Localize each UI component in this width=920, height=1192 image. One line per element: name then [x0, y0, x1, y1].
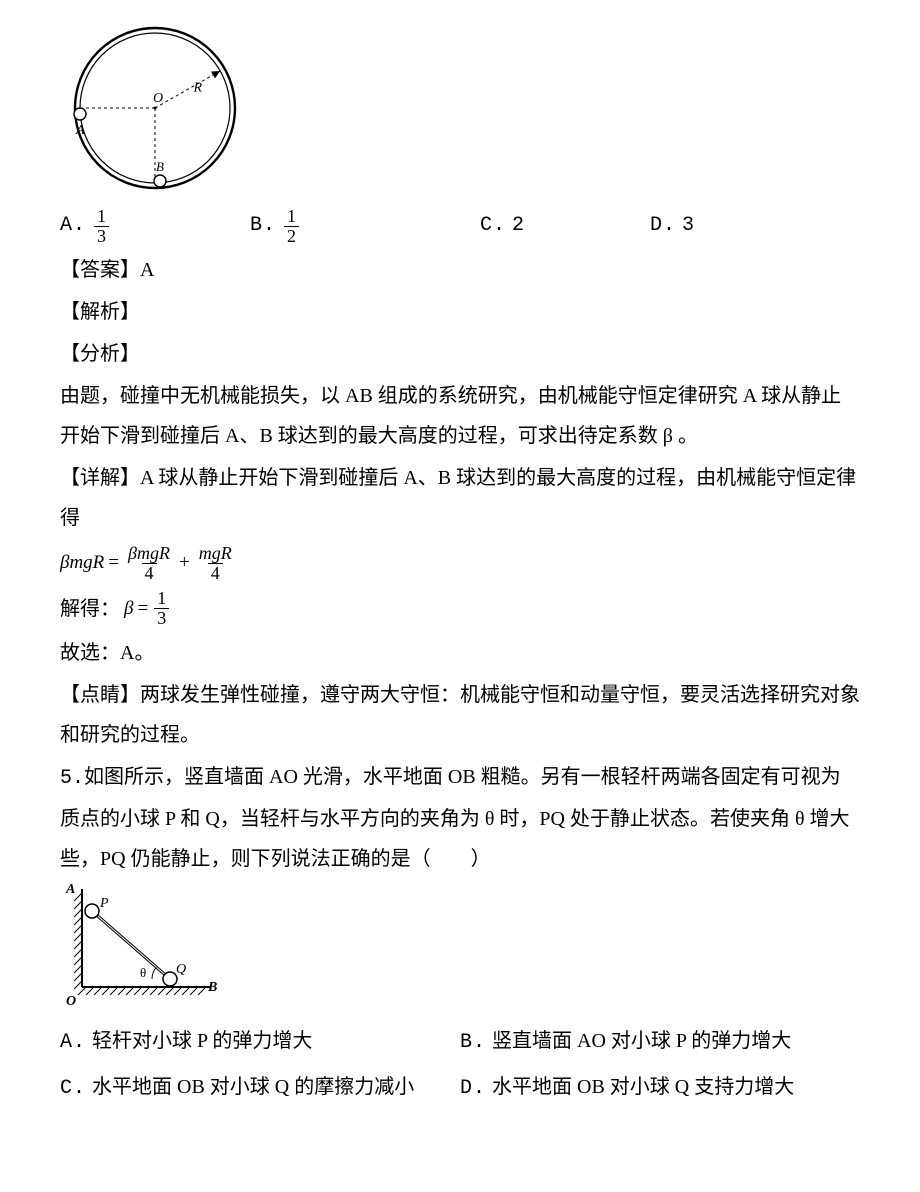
option-letter: C.	[60, 1077, 86, 1100]
eq-lhs: βmgR	[60, 544, 104, 582]
q4-option: A.13	[60, 206, 250, 246]
q5-stem: 5.如图所示，竖直墙面 AO 光滑，水平地面 OB 粗糙。另有一根轻杆两端各固定…	[60, 757, 860, 879]
svg-text:P: P	[99, 896, 109, 911]
q4-dianjing: 【点睛】两球发生弹性碰撞，遵守两大守恒：机械能守恒和动量守恒，要灵活选择研究对象…	[60, 675, 860, 755]
q5-option: D. 水平地面 OB 对小球 Q 支持力增大	[460, 1065, 860, 1111]
xiangjie-prefix: 【详解】	[60, 467, 140, 489]
q4-figure: O R A B	[60, 18, 860, 198]
solve-label: 解得：	[60, 589, 120, 629]
solve-den: 3	[154, 608, 169, 628]
option-fraction: 13	[94, 207, 109, 246]
svg-text:B: B	[156, 159, 164, 174]
eq-t2-num: mgR	[196, 544, 235, 563]
solve-lhs: β	[124, 590, 133, 628]
q4-equation: βmgR = βmgR 4 + mgR 4	[60, 544, 860, 583]
svg-text:B: B	[207, 980, 217, 995]
option-text: 竖直墙面 AO 对小球 P 的弹力增大	[492, 1030, 791, 1052]
q5-options: A. 轻杆对小球 P 的弹力增大 B. 竖直墙面 AO 对小球 P 的弹力增大 C. 水平…	[60, 1019, 860, 1111]
eq-term1: βmgR 4	[125, 544, 173, 583]
q4-dianjing-text: 两球发生弹性碰撞，遵守两大守恒：机械能守恒和动量守恒，要灵活选择研究对象和研究的…	[60, 684, 860, 746]
option-letter: B.	[250, 206, 276, 246]
q4-detail-text: A 球从静止开始下滑到碰撞后 A、B 球达到的最大高度的过程，由机械能守恒定律得	[60, 467, 856, 529]
svg-text:O: O	[153, 91, 163, 106]
option-text: 水平地面 OB 对小球 Q 支持力增大	[492, 1076, 794, 1098]
svg-text:Q: Q	[176, 962, 186, 977]
eq-t1-num: βmgR	[125, 544, 173, 563]
q5-stem-text: 如图所示，竖直墙面 AO 光滑，水平地面 OB 粗糙。另有一根轻杆两端各固定有可…	[60, 766, 850, 870]
q4-analysis: 由题，碰撞中无机械能损失，以 AB 组成的系统研究，由机械能守恒定律研究 A 球…	[60, 376, 860, 456]
q4-option: B.12	[250, 206, 480, 246]
q4-options-row: A.13B.12C.2D.3	[60, 206, 860, 246]
solve-equals-icon: =	[137, 590, 148, 628]
fenxi-label: 【分析】	[60, 334, 860, 374]
q5-option: A. 轻杆对小球 P 的弹力增大	[60, 1019, 460, 1065]
option-letter: B.	[460, 1031, 486, 1054]
q5-figure: A O B P Qθ	[60, 881, 860, 1011]
svg-text:A: A	[75, 123, 85, 138]
solve-frac: 1 3	[154, 589, 169, 628]
q5-number: 5.	[60, 767, 84, 790]
solve-num: 1	[154, 589, 169, 608]
svg-text:A: A	[65, 882, 75, 897]
dianjing-prefix: 【点睛】	[60, 684, 140, 706]
eq-equals-icon: =	[108, 544, 119, 582]
option-letter: C.	[480, 206, 506, 246]
q4-option: D.3	[650, 206, 800, 246]
option-text: 轻杆对小球 P 的弹力增大	[92, 1030, 312, 1052]
q4-option: C.2	[480, 206, 650, 246]
option-value: 2	[512, 206, 524, 246]
q4-solve-line: 解得： β = 1 3	[60, 589, 860, 629]
q5-option: B. 竖直墙面 AO 对小球 P 的弹力增大	[460, 1019, 860, 1065]
option-letter: D.	[460, 1077, 486, 1100]
option-text: 水平地面 OB 对小球 Q 的摩擦力减小	[92, 1076, 414, 1098]
option-value: 3	[682, 206, 694, 246]
option-letter: A.	[60, 1031, 86, 1054]
q4-detail: 【详解】A 球从静止开始下滑到碰撞后 A、B 球达到的最大高度的过程，由机械能守…	[60, 458, 860, 538]
answer-label: 【答案】A	[60, 250, 860, 290]
jiexi-label: 【解析】	[60, 292, 860, 332]
eq-t2-den: 4	[208, 563, 223, 583]
eq-term2: mgR 4	[196, 544, 235, 583]
eq-t1-den: 4	[142, 563, 157, 583]
svg-text:R: R	[193, 81, 203, 96]
q5-option: C. 水平地面 OB 对小球 Q 的摩擦力减小	[60, 1065, 460, 1111]
svg-text:O: O	[66, 994, 76, 1009]
option-letter: A.	[60, 206, 86, 246]
q5-figure-svg: A O B P Qθ	[60, 881, 220, 1011]
option-fraction: 12	[284, 207, 299, 246]
eq-plus-icon: +	[179, 544, 190, 582]
q4-figure-svg: O R A B	[60, 18, 250, 198]
svg-text:θ: θ	[140, 965, 146, 980]
q4-therefore: 故选：A。	[60, 633, 860, 673]
option-letter: D.	[650, 206, 676, 246]
